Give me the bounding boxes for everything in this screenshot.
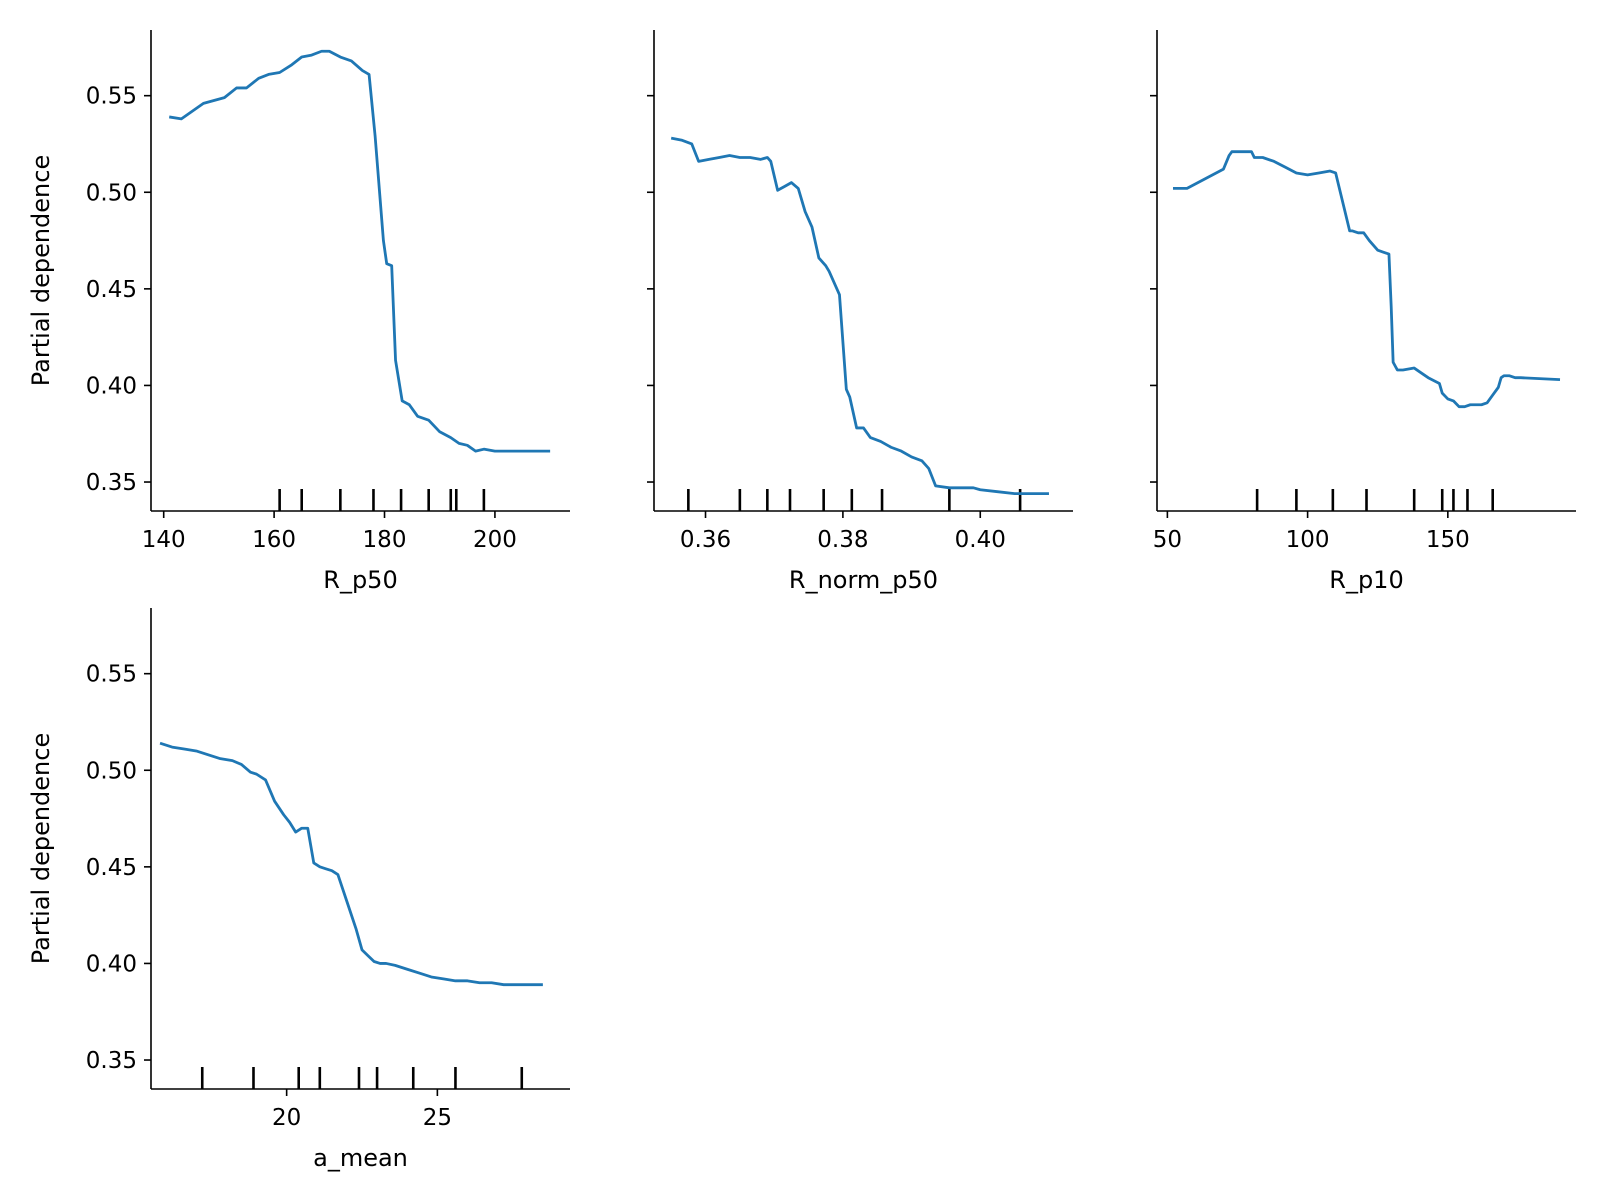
y-tick-label: 0.40	[86, 373, 137, 399]
x-tick-label: 160	[252, 527, 296, 553]
y-tick-label: 0.45	[86, 855, 137, 881]
pdp-panel-3: 50 100 150 R_p10	[1150, 30, 1576, 594]
x-tick-label: 0.40	[955, 527, 1006, 553]
pdp-panel-2: 0.36 0.38 0.40 R_norm_p50	[647, 30, 1073, 594]
y-tick-label: 0.35	[86, 1048, 137, 1074]
y-tick-label: 0.55	[86, 84, 137, 110]
x-tick-label: 0.38	[817, 527, 868, 553]
x-axis-label: a_mean	[313, 1144, 408, 1172]
y-axis-label: Partial dependence	[27, 733, 55, 964]
y-tick-label: 0.45	[86, 277, 137, 303]
x-tick-label: 200	[473, 527, 517, 553]
x-tick-label: 180	[363, 527, 407, 553]
x-tick-label: 100	[1286, 527, 1330, 553]
partial-dependence-line	[670, 136, 1049, 496]
y-tick-label: 0.40	[86, 951, 137, 977]
x-tick-label: 140	[142, 527, 186, 553]
y-tick-label: 0.35	[86, 470, 137, 496]
x-tick-label: 50	[1153, 527, 1182, 553]
x-tick-label: 25	[423, 1105, 452, 1131]
y-tick-label: 0.50	[86, 758, 137, 784]
pdp-panel-1: 140 160 180 200 0.35 0.40 0.45 0.50 0.55 R_p50 Par…	[27, 30, 570, 594]
partial-dependence-line	[1172, 150, 1561, 409]
partial-dependence-line	[169, 49, 551, 453]
x-tick-label: 0.36	[680, 527, 731, 553]
x-tick-label: 20	[272, 1105, 301, 1131]
x-axis-label: R_norm_p50	[789, 566, 938, 594]
x-axis-label: R_p50	[323, 566, 397, 594]
pdp-panel-4: 20 25 0.35 0.40 0.45 0.50 0.55 a_mean Partial de…	[27, 608, 570, 1172]
y-tick-label: 0.55	[86, 662, 137, 688]
y-axis-label: Partial dependence	[27, 155, 55, 386]
y-tick-label: 0.50	[86, 180, 137, 206]
partial-dependence-line	[159, 741, 543, 987]
x-axis-label: R_p10	[1329, 566, 1403, 594]
x-tick-label: 150	[1426, 527, 1470, 553]
